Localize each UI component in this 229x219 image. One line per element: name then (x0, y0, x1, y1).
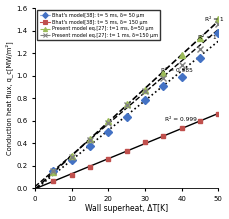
Text: R² = 1: R² = 1 (197, 35, 216, 40)
Text: R² = 0.985: R² = 0.985 (161, 68, 193, 73)
Legend: Bhat's model[38]: t= 5 ms, δ= 50 μm, Bhat's model[38]: t= 5 ms, δ= 150 μm, Prese: Bhat's model[38]: t= 5 ms, δ= 50 μm, Bha… (37, 11, 159, 41)
Y-axis label: Conduction heat flux, q_c[MW/m²]: Conduction heat flux, q_c[MW/m²] (5, 41, 13, 155)
X-axis label: Wall superheat, ΔT[K]: Wall superheat, ΔT[K] (85, 205, 167, 214)
Text: R² = 1: R² = 1 (204, 17, 223, 21)
Text: R² = 0.999: R² = 0.999 (164, 117, 196, 122)
